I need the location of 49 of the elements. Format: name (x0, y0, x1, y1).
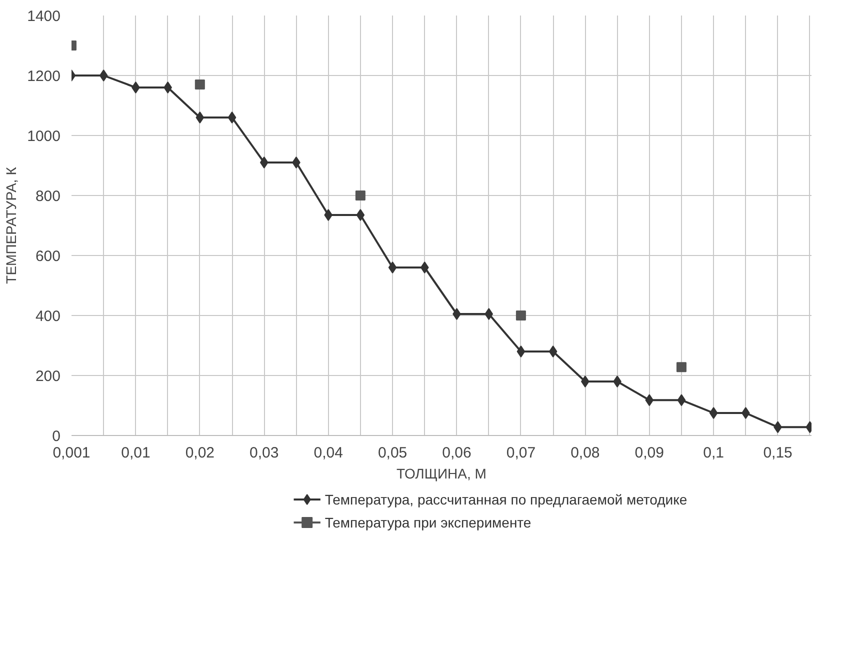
y-tick-label: 1200 (27, 68, 61, 85)
point (742, 407, 750, 419)
point (676, 362, 686, 372)
point (516, 346, 526, 358)
legend-label: Температура, рассчитанная по предлагаемой методике (324, 492, 688, 508)
y-tick-label: 800 (35, 188, 61, 205)
point (132, 82, 140, 94)
y-tick-label: 400 (35, 308, 61, 325)
x-tick-label: 0,02 (185, 444, 215, 462)
point (516, 310, 526, 320)
y-tick-label: 0 (52, 428, 60, 445)
point (99, 70, 108, 82)
x-tick-label: 0,1 (703, 444, 724, 462)
point (194, 80, 205, 90)
x-tick-label: 0,001 (52, 444, 90, 462)
point (196, 112, 204, 124)
point (484, 308, 494, 320)
point (228, 112, 236, 124)
point (677, 394, 686, 406)
y-tick-label: 600 (35, 248, 61, 265)
point (420, 262, 429, 274)
x-tick-label: 0,07 (506, 444, 536, 462)
point (452, 308, 461, 320)
y-axis-title: ТЕМПЕРАТУРА, К (3, 166, 20, 284)
point (709, 407, 718, 419)
point (324, 209, 332, 221)
point (260, 156, 268, 168)
y-tick-label: 1000 (27, 128, 61, 145)
x-axis-title: ТОЛЩИНА, М (396, 466, 486, 482)
x-tick-label: 0,15 (763, 444, 792, 462)
x-tick-label: 0,09 (634, 444, 664, 462)
point (355, 190, 366, 200)
point (356, 209, 365, 221)
x-tick-label: 0,06 (442, 444, 472, 462)
x-tick-label: 0,03 (250, 444, 279, 462)
point (548, 346, 558, 358)
y-tick-label: 1400 (27, 8, 61, 25)
x-tick-label: 0,04 (314, 444, 343, 462)
x-tick-label: 0,01 (121, 444, 150, 462)
point (292, 156, 300, 168)
y-tick-label: 200 (35, 368, 61, 385)
point (581, 376, 590, 388)
point (388, 262, 397, 274)
x-tick-label: 0,08 (570, 444, 600, 462)
x-tick-label: 0,05 (378, 444, 408, 462)
point (613, 376, 622, 388)
legend-label: Температура при эксперименте (324, 514, 532, 530)
point (645, 394, 654, 406)
point (164, 82, 172, 94)
